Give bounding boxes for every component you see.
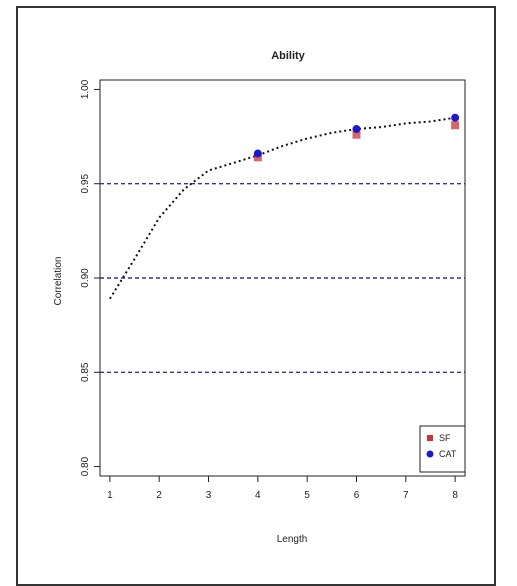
x-tick-label-5: 5 xyxy=(304,490,310,501)
x-tick-label-6: 6 xyxy=(354,490,360,501)
marker-sf-6 xyxy=(352,130,361,139)
x-tick-label-1: 1 xyxy=(107,490,113,501)
legend: SF CAT xyxy=(419,425,466,473)
x-axis-label: Length xyxy=(277,534,308,545)
x-tick-label-8: 8 xyxy=(452,490,458,501)
x-tick-label-7: 7 xyxy=(403,490,409,501)
x-tick-label-4: 4 xyxy=(255,490,261,501)
y-tick-label-2: 0.90 xyxy=(80,268,91,288)
curve-line xyxy=(109,116,456,300)
marker-cat-4 xyxy=(253,149,262,158)
legend-cat-label: CAT xyxy=(439,449,457,459)
marker-sf-8 xyxy=(451,121,460,130)
y-axis-label: Correlation xyxy=(53,257,64,306)
y-tick-label-0: 0.80 xyxy=(80,456,91,476)
legend-box xyxy=(419,425,466,473)
chart: Ability Correlation Length 1 2 3 4 5 6 7 8 0.80 0… xyxy=(53,50,466,545)
y-tick-label-3: 0.95 xyxy=(80,174,91,194)
x-tick-label-2: 2 xyxy=(156,490,162,501)
legend-sf-marker xyxy=(427,435,433,441)
chart-title: Ability xyxy=(271,50,305,62)
marker-cat-8 xyxy=(451,113,460,122)
figure-frame: Ability Correlation Length 1 2 3 4 5 6 7 8 0.80 0… xyxy=(16,6,496,586)
legend-sf-label: SF xyxy=(439,433,451,443)
marker-cat-6 xyxy=(352,125,361,134)
y-tick-label-1: 0.85 xyxy=(80,362,91,382)
x-tick-label-3: 3 xyxy=(206,490,212,501)
legend-cat-marker xyxy=(426,450,434,458)
y-tick-label-4: 1.00 xyxy=(80,79,91,99)
